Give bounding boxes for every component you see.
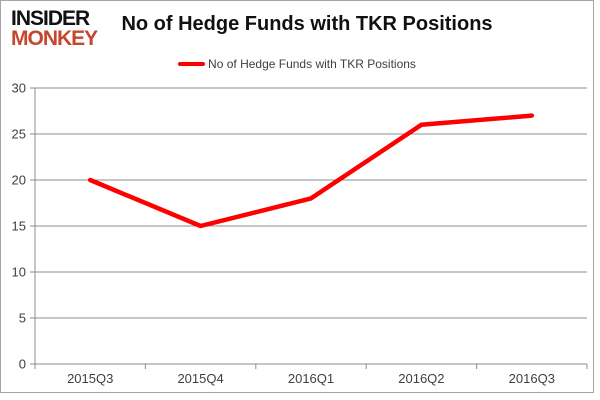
series-line — [87, 113, 535, 229]
logo-monkey-text: MONKEY — [11, 26, 98, 50]
legend-line-marker — [178, 62, 206, 66]
x-tick-label: 2015Q3 — [67, 371, 113, 386]
chart-title: No of Hedge Funds with TKR Positions — [121, 13, 493, 35]
chart-widget: INSIDER MONKEY No of Hedge Funds with TK… — [0, 0, 594, 393]
x-tick-label: 2016Q2 — [398, 371, 444, 386]
y-tick-label: 10 — [12, 265, 26, 280]
x-tick-label: 2016Q3 — [509, 371, 555, 386]
logo-insider-text: INSIDER — [11, 7, 90, 30]
legend-label: No of Hedge Funds with TKR Positions — [208, 57, 416, 71]
y-tick-label: 5 — [19, 311, 26, 326]
y-tick-label: 20 — [12, 173, 26, 188]
insider-monkey-logo: INSIDER MONKEY — [11, 7, 98, 50]
x-tick-label: 2016Q1 — [288, 371, 334, 386]
line-chart-plot: 0 5 10 15 20 25 30 2015Q3 2015Q4 2016Q1 2016Q2 2016… — [12, 81, 588, 386]
x-tick-label: 2015Q4 — [177, 371, 223, 386]
y-tick-label: 25 — [12, 127, 26, 142]
y-tick-label: 30 — [12, 81, 26, 96]
y-tick-label: 0 — [19, 357, 26, 372]
y-tick-label: 15 — [12, 219, 26, 234]
legend: No of Hedge Funds with TKR Positions — [1, 57, 593, 71]
